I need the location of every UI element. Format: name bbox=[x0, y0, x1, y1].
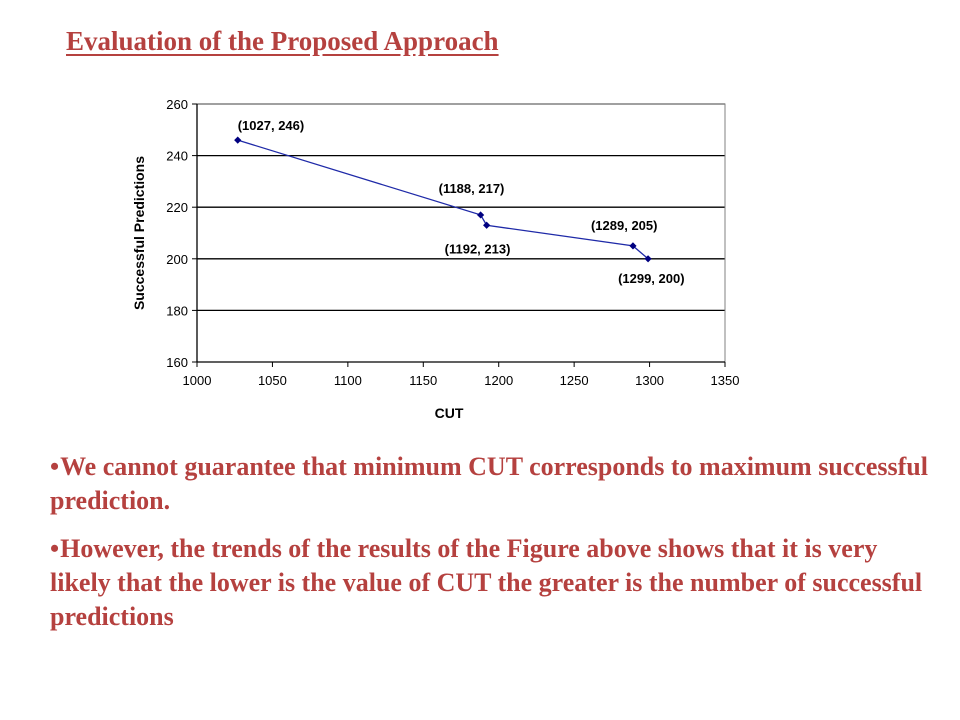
bullet-list: •We cannot guarantee that minimum CUT co… bbox=[50, 450, 930, 648]
line-chart: 160 180 200 220 240 260 1000 1050 1100 1150 1200 12… bbox=[131, 97, 739, 421]
data-point bbox=[629, 242, 637, 250]
data-label: (1192, 213) bbox=[445, 241, 511, 256]
series-line bbox=[237, 139, 649, 260]
x-tick-label: 1150 bbox=[409, 373, 437, 388]
bullet-item: •We cannot guarantee that minimum CUT co… bbox=[50, 450, 930, 518]
y-tick-label: 220 bbox=[166, 200, 188, 215]
data-point bbox=[234, 136, 242, 144]
axes bbox=[192, 103, 726, 367]
bullet-text: However, the trends of the results of th… bbox=[50, 534, 923, 631]
bullet-marker: • bbox=[50, 452, 60, 481]
x-tick-label: 1250 bbox=[560, 373, 589, 388]
x-axis-title: CUT bbox=[435, 405, 464, 421]
x-tick-label: 1300 bbox=[635, 373, 664, 388]
data-point bbox=[477, 211, 485, 219]
x-tick-label: 1000 bbox=[183, 373, 212, 388]
data-label: (1027, 246) bbox=[238, 118, 305, 133]
y-tick-label: 180 bbox=[166, 303, 188, 318]
x-tick-label: 1200 bbox=[484, 373, 513, 388]
gridlines bbox=[197, 103, 725, 312]
y-tick-label: 240 bbox=[166, 149, 188, 164]
data-labels: (1027, 246) (1188, 217) (1192, 213) (1289, … bbox=[238, 118, 685, 286]
data-point bbox=[644, 255, 652, 263]
bullet-marker: • bbox=[50, 534, 60, 563]
x-tick-label: 1100 bbox=[334, 373, 362, 388]
data-label: (1299, 200) bbox=[618, 271, 685, 286]
data-label: (1289, 205) bbox=[591, 218, 658, 233]
y-tick-label: 200 bbox=[166, 252, 188, 267]
bullet-item: •However, the trends of the results of t… bbox=[50, 532, 930, 634]
data-series bbox=[234, 136, 652, 263]
y-tick-label: 160 bbox=[166, 355, 188, 370]
y-tick-label: 260 bbox=[166, 97, 188, 112]
bullet-text: We cannot guarantee that minimum CUT cor… bbox=[50, 452, 928, 515]
x-tick-label: 1350 bbox=[711, 373, 740, 388]
x-tick-label: 1050 bbox=[258, 373, 287, 388]
slide-title: Evaluation of the Proposed Approach bbox=[66, 26, 499, 56]
plot-area-frame bbox=[196, 103, 726, 363]
data-label: (1188, 217) bbox=[439, 181, 505, 196]
tick-labels: 160 180 200 220 240 260 1000 1050 1100 1150 1200 12… bbox=[166, 97, 739, 388]
y-axis-title: Successful Predictions bbox=[131, 156, 147, 310]
data-point bbox=[483, 221, 491, 229]
